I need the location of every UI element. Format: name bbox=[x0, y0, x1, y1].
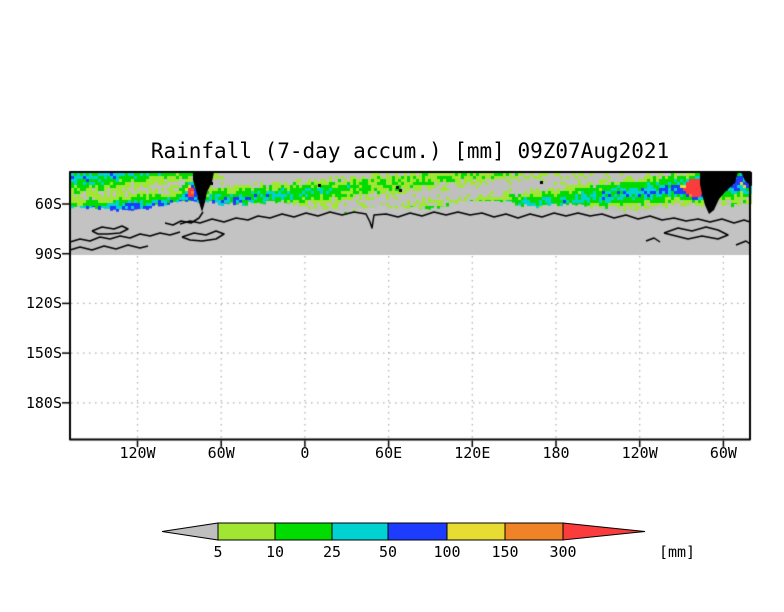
colorbar-segment bbox=[446, 522, 506, 541]
colorbar-level-label: 5 bbox=[213, 543, 222, 561]
colorbar-units-label: [mm] bbox=[659, 543, 695, 561]
colorbar-below-arrow bbox=[161, 522, 219, 541]
colorbar-level-label: 100 bbox=[433, 543, 460, 561]
colorbar-segment bbox=[217, 522, 276, 541]
colorbar-segment bbox=[387, 522, 448, 541]
colorbar-level-label: 50 bbox=[379, 543, 397, 561]
x-tick-label: 60W bbox=[207, 444, 235, 462]
colorbar-segment bbox=[331, 522, 389, 541]
x-tick-label: 180 bbox=[542, 444, 570, 462]
x-tick-label: 120W bbox=[119, 444, 156, 462]
y-tick-label: 60S bbox=[34, 195, 62, 213]
colorbar-level-label: 300 bbox=[549, 543, 576, 561]
x-tick-label: 60W bbox=[709, 444, 737, 462]
colorbar-level-label: 150 bbox=[491, 543, 518, 561]
colorbar-legend: 5 10 25 50 100 150 300 [mm] bbox=[150, 519, 710, 569]
colorbar-segment bbox=[274, 522, 333, 541]
colorbar-level-label: 10 bbox=[266, 543, 284, 561]
colorbar-above-arrow bbox=[562, 522, 646, 541]
x-tick-label: 0 bbox=[300, 444, 310, 462]
plot-title: Rainfall (7-day accum.) [mm] 09Z07Aug202… bbox=[150, 139, 670, 163]
colorbar-level-label: 25 bbox=[323, 543, 341, 561]
y-tick-label: 120S bbox=[25, 294, 62, 313]
y-tick-label: 90S bbox=[34, 244, 62, 263]
y-tick-label: 180S bbox=[25, 393, 62, 412]
x-tick-label: 60E bbox=[375, 444, 403, 462]
y-tick-label: 150S bbox=[25, 344, 62, 363]
x-tick-label: 120E bbox=[454, 444, 491, 462]
x-tick-label: 120W bbox=[621, 444, 658, 462]
colorbar-segment bbox=[504, 522, 564, 541]
colorbar-svg: 5 10 25 50 100 150 300 [mm] bbox=[161, 522, 695, 561]
